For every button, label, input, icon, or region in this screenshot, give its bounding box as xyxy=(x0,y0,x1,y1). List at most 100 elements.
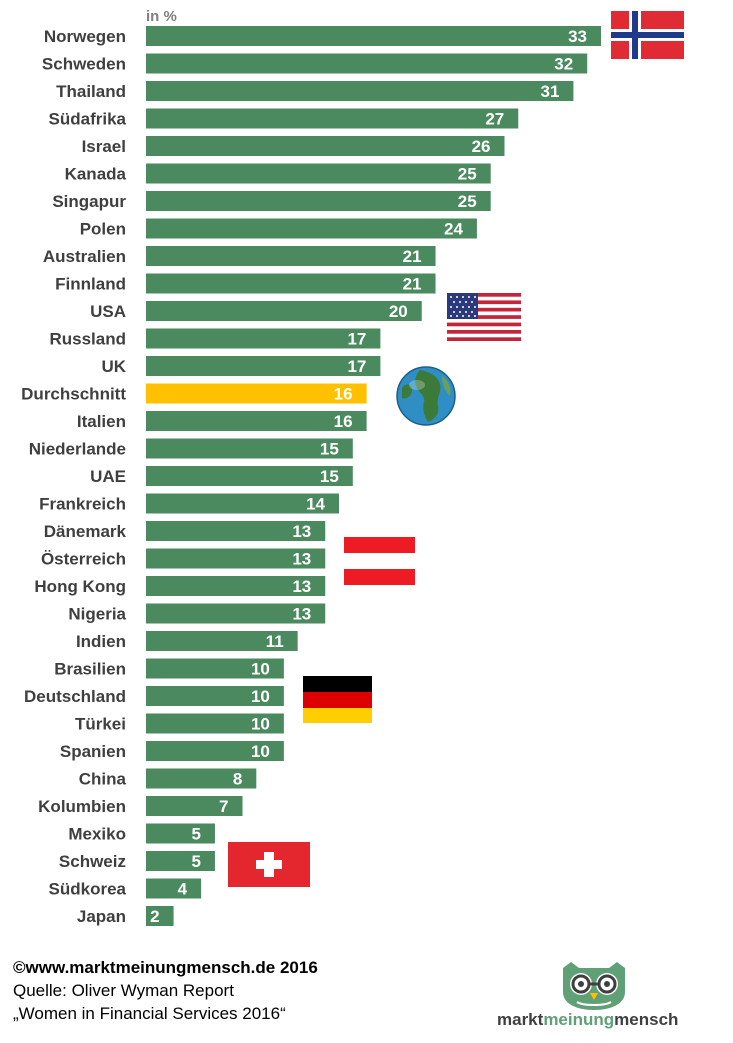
value-label: 4 xyxy=(178,880,188,899)
bar xyxy=(146,108,519,129)
category-label: Schweden xyxy=(42,55,126,74)
logo-part-mensch: mensch xyxy=(614,1010,679,1029)
source-text: Quelle: Oliver Wyman Report xyxy=(13,981,234,1000)
category-label: UAE xyxy=(90,467,126,486)
category-label: Nigeria xyxy=(68,605,126,624)
copyright-text: ©www.marktmeinungmensch.de 2016 xyxy=(13,958,318,977)
bar xyxy=(146,603,326,624)
owl-logo-icon xyxy=(563,962,625,1010)
logo-text: marktmeinungmensch xyxy=(497,1010,678,1030)
value-label: 33 xyxy=(568,27,587,46)
category-label: Japan xyxy=(77,907,126,926)
category-label: Südafrika xyxy=(49,110,127,129)
value-label: 5 xyxy=(191,825,200,844)
category-label: Mexiko xyxy=(68,825,126,844)
value-label: 26 xyxy=(472,137,491,156)
bar xyxy=(146,246,436,266)
category-label: UK xyxy=(101,357,126,376)
value-label: 15 xyxy=(320,467,339,486)
bar xyxy=(146,26,601,46)
bar xyxy=(146,356,381,376)
report-title-text: „Women in Financial Services 2016“ xyxy=(13,1004,286,1023)
value-label: 13 xyxy=(292,605,311,624)
value-label: 10 xyxy=(251,715,270,734)
category-label: Frankreich xyxy=(39,495,126,514)
bar xyxy=(146,548,326,569)
category-label: Australien xyxy=(43,247,126,266)
category-label: Niederlande xyxy=(29,440,126,459)
bar xyxy=(146,878,202,899)
bar xyxy=(146,768,257,789)
value-label: 14 xyxy=(306,495,325,514)
bar xyxy=(146,411,367,431)
bar xyxy=(146,576,326,596)
value-label: 21 xyxy=(403,275,422,294)
value-label: 10 xyxy=(251,687,270,706)
bar xyxy=(146,328,381,349)
category-label: Durchschnitt xyxy=(21,385,126,404)
category-label: China xyxy=(79,770,127,789)
value-label: 10 xyxy=(251,742,270,761)
category-label: Indien xyxy=(76,632,126,651)
austria-flag-icon xyxy=(344,537,415,585)
switzerland-flag-icon xyxy=(228,842,310,887)
bar xyxy=(146,466,353,486)
bar xyxy=(146,163,491,184)
bar xyxy=(146,191,491,211)
category-label: USA xyxy=(90,302,126,321)
bar xyxy=(146,906,174,926)
category-label: Österreich xyxy=(41,550,126,569)
value-label: 11 xyxy=(266,632,284,651)
value-label: 20 xyxy=(389,302,408,321)
value-label: 17 xyxy=(347,357,366,376)
value-label: 21 xyxy=(403,247,422,266)
value-label: 31 xyxy=(541,82,560,101)
bar xyxy=(146,631,298,651)
value-label: 15 xyxy=(320,440,339,459)
category-label: Spanien xyxy=(60,742,126,761)
category-label: Deutschland xyxy=(24,687,126,706)
value-label: 10 xyxy=(251,660,270,679)
bar xyxy=(146,741,284,761)
category-label: Singapur xyxy=(52,192,126,211)
category-label: Norwegen xyxy=(44,27,126,46)
category-label: Polen xyxy=(80,220,126,239)
bar xyxy=(146,438,353,459)
value-label: 32 xyxy=(554,55,573,74)
bar xyxy=(146,218,477,239)
bar xyxy=(146,686,284,706)
bar xyxy=(146,273,436,294)
category-label: Israel xyxy=(82,137,126,156)
value-label: 27 xyxy=(485,110,504,129)
value-label: 17 xyxy=(347,330,366,349)
value-label: 7 xyxy=(219,797,228,816)
category-label: Südkorea xyxy=(49,880,127,899)
category-label: Dänemark xyxy=(44,522,127,541)
value-label: 25 xyxy=(458,165,477,184)
usa-flag-icon xyxy=(447,293,521,341)
bar xyxy=(146,796,243,816)
category-label: Schweiz xyxy=(59,852,126,871)
category-label: Brasilien xyxy=(54,660,126,679)
footer: ©www.marktmeinungmensch.de 2016 Quelle: … xyxy=(13,956,318,1025)
bar xyxy=(146,713,284,734)
category-label: Thailand xyxy=(56,82,126,101)
bar-chart: in % Norwegen 33 Schweden 32 Thailand 31 Südaf… xyxy=(21,8,684,926)
bar xyxy=(146,81,574,101)
value-label: 16 xyxy=(334,412,353,431)
category-label: Italien xyxy=(77,412,126,431)
globe-icon xyxy=(396,366,456,426)
category-label: Russland xyxy=(49,330,126,349)
value-label: 13 xyxy=(292,577,311,596)
value-label: 16 xyxy=(334,385,353,404)
bar xyxy=(146,493,340,514)
unit-label: in % xyxy=(146,8,177,25)
value-label: 8 xyxy=(233,770,242,789)
category-label: Finnland xyxy=(55,275,126,294)
value-label: 25 xyxy=(458,192,477,211)
category-label: Kolumbien xyxy=(38,797,126,816)
bar xyxy=(146,521,326,541)
bar xyxy=(146,851,215,871)
value-label: 5 xyxy=(191,852,200,871)
value-label: 24 xyxy=(444,220,463,239)
